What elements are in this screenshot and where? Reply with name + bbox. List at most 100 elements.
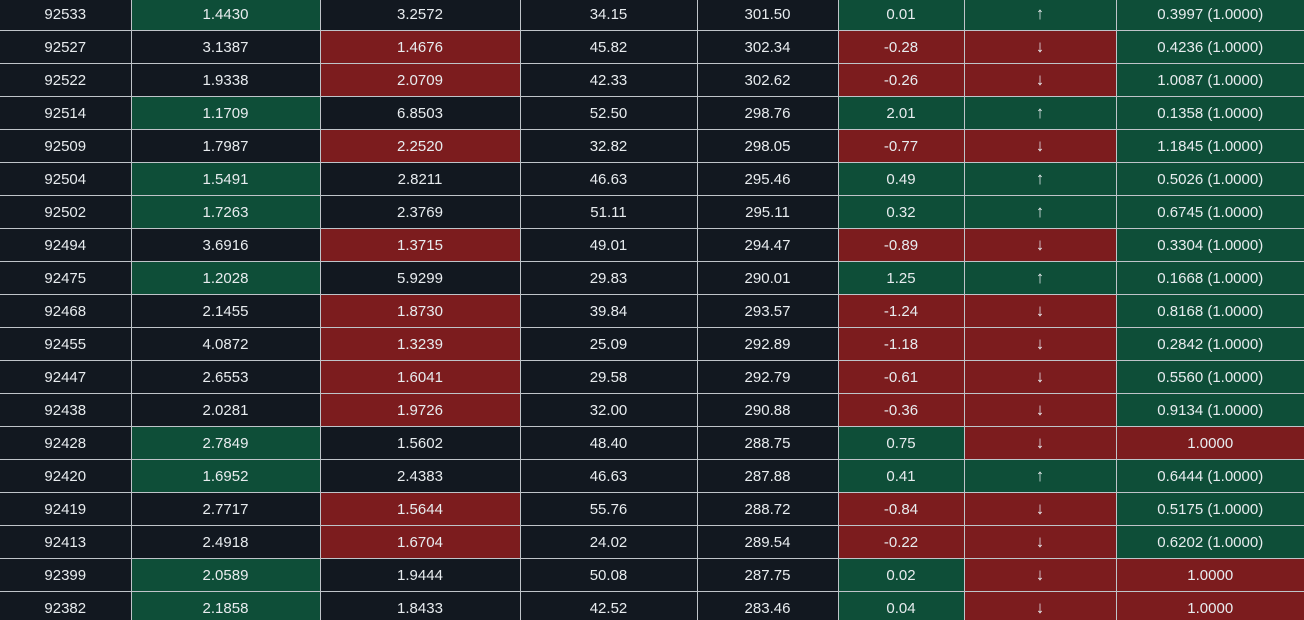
cell-value-a: 2.1858 bbox=[130, 591, 321, 620]
table-row: 92468 2.1455 1.8730 39.84 293.57 -1.24 ↓ 0.8168… bbox=[0, 294, 1304, 328]
cell-direction: ↑ bbox=[963, 195, 1117, 229]
cell-value-a: 2.7717 bbox=[130, 492, 321, 526]
cell-value-c: 32.00 bbox=[519, 393, 698, 427]
cell-direction: ↓ bbox=[963, 426, 1117, 460]
down-arrow-icon: ↓ bbox=[1035, 367, 1045, 386]
cell-ratio: 0.5560 (1.0000) bbox=[1115, 360, 1304, 394]
cell-ratio: 0.2842 (1.0000) bbox=[1115, 327, 1304, 361]
cell-value-d: 302.34 bbox=[696, 30, 839, 64]
cell-direction: ↑ bbox=[963, 162, 1117, 196]
up-arrow-icon: ↑ bbox=[1035, 268, 1045, 287]
cell-value-b: 1.9726 bbox=[319, 393, 521, 427]
cell-change: 0.01 bbox=[837, 0, 965, 31]
cell-value-d: 301.50 bbox=[696, 0, 839, 31]
cell-id: 92502 bbox=[0, 195, 132, 229]
cell-id: 92509 bbox=[0, 129, 132, 163]
cell-direction: ↓ bbox=[963, 360, 1117, 394]
table-row: 92504 1.5491 2.8211 46.63 295.46 0.49 ↑ 0.5026 … bbox=[0, 162, 1304, 196]
cell-value-d: 295.46 bbox=[696, 162, 839, 196]
cell-value-d: 293.57 bbox=[696, 294, 839, 328]
cell-value-b: 2.2520 bbox=[319, 129, 521, 163]
cell-value-c: 29.58 bbox=[519, 360, 698, 394]
cell-ratio: 0.6444 (1.0000) bbox=[1115, 459, 1304, 493]
table-row: 92502 1.7263 2.3769 51.11 295.11 0.32 ↑ 0.6745 … bbox=[0, 195, 1304, 229]
cell-value-a: 4.0872 bbox=[130, 327, 321, 361]
cell-value-d: 287.88 bbox=[696, 459, 839, 493]
cell-direction: ↓ bbox=[963, 492, 1117, 526]
cell-ratio: 1.0000 bbox=[1115, 558, 1304, 592]
cell-change: -0.89 bbox=[837, 228, 965, 262]
table-row: 92420 1.6952 2.4383 46.63 287.88 0.41 ↑ 0.6444 … bbox=[0, 459, 1304, 493]
cell-value-b: 1.9444 bbox=[319, 558, 521, 592]
cell-ratio: 1.0000 bbox=[1115, 591, 1304, 620]
cell-direction: ↑ bbox=[963, 459, 1117, 493]
cell-value-a: 1.1709 bbox=[130, 96, 321, 130]
down-arrow-icon: ↓ bbox=[1035, 433, 1045, 452]
cell-ratio: 0.5026 (1.0000) bbox=[1115, 162, 1304, 196]
cell-value-d: 288.75 bbox=[696, 426, 839, 460]
cell-value-d: 288.72 bbox=[696, 492, 839, 526]
down-arrow-icon: ↓ bbox=[1035, 598, 1045, 617]
cell-value-c: 42.52 bbox=[519, 591, 698, 620]
up-arrow-icon: ↑ bbox=[1035, 103, 1045, 122]
cell-change: 0.32 bbox=[837, 195, 965, 229]
cell-ratio: 0.3997 (1.0000) bbox=[1115, 0, 1304, 31]
cell-value-c: 39.84 bbox=[519, 294, 698, 328]
cell-ratio: 1.0000 bbox=[1115, 426, 1304, 460]
cell-change: 1.25 bbox=[837, 261, 965, 295]
cell-value-a: 2.4918 bbox=[130, 525, 321, 559]
cell-direction: ↓ bbox=[963, 294, 1117, 328]
cell-change: -0.36 bbox=[837, 393, 965, 427]
cell-direction: ↓ bbox=[963, 525, 1117, 559]
cell-id: 92455 bbox=[0, 327, 132, 361]
cell-value-d: 295.11 bbox=[696, 195, 839, 229]
cell-value-c: 45.82 bbox=[519, 30, 698, 64]
cell-value-d: 290.88 bbox=[696, 393, 839, 427]
cell-ratio: 0.4236 (1.0000) bbox=[1115, 30, 1304, 64]
cell-value-c: 49.01 bbox=[519, 228, 698, 262]
cell-direction: ↓ bbox=[963, 393, 1117, 427]
cell-value-c: 48.40 bbox=[519, 426, 698, 460]
cell-ratio: 0.3304 (1.0000) bbox=[1115, 228, 1304, 262]
cell-value-d: 292.89 bbox=[696, 327, 839, 361]
table-row: 92533 1.4430 3.2572 34.15 301.50 0.01 ↑ 0.3997 … bbox=[0, 0, 1304, 31]
cell-value-c: 29.83 bbox=[519, 261, 698, 295]
cell-change: -1.24 bbox=[837, 294, 965, 328]
cell-change: -0.84 bbox=[837, 492, 965, 526]
cell-value-c: 34.15 bbox=[519, 0, 698, 31]
cell-value-c: 46.63 bbox=[519, 459, 698, 493]
cell-value-d: 298.05 bbox=[696, 129, 839, 163]
cell-id: 92413 bbox=[0, 525, 132, 559]
cell-value-b: 1.6041 bbox=[319, 360, 521, 394]
cell-value-a: 1.5491 bbox=[130, 162, 321, 196]
cell-direction: ↑ bbox=[963, 96, 1117, 130]
cell-value-b: 5.9299 bbox=[319, 261, 521, 295]
cell-id: 92527 bbox=[0, 30, 132, 64]
cell-value-d: 298.76 bbox=[696, 96, 839, 130]
cell-value-d: 292.79 bbox=[696, 360, 839, 394]
cell-id: 92475 bbox=[0, 261, 132, 295]
cell-value-a: 2.1455 bbox=[130, 294, 321, 328]
table-row: 92475 1.2028 5.9299 29.83 290.01 1.25 ↑ 0.1668 … bbox=[0, 261, 1304, 295]
cell-change: -0.28 bbox=[837, 30, 965, 64]
cell-direction: ↓ bbox=[963, 63, 1117, 97]
table-row: 92428 2.7849 1.5602 48.40 288.75 0.75 ↓ 1.0000 bbox=[0, 426, 1304, 460]
cell-change: -0.77 bbox=[837, 129, 965, 163]
cell-value-b: 2.3769 bbox=[319, 195, 521, 229]
cell-id: 92494 bbox=[0, 228, 132, 262]
cell-value-a: 2.0589 bbox=[130, 558, 321, 592]
table-row: 92509 1.7987 2.2520 32.82 298.05 -0.77 ↓ 1.1845… bbox=[0, 129, 1304, 163]
cell-change: 2.01 bbox=[837, 96, 965, 130]
cell-ratio: 0.5175 (1.0000) bbox=[1115, 492, 1304, 526]
table-row: 92399 2.0589 1.9444 50.08 287.75 0.02 ↓ 1.0000 bbox=[0, 558, 1304, 592]
cell-direction: ↓ bbox=[963, 228, 1117, 262]
cell-direction: ↑ bbox=[963, 261, 1117, 295]
cell-id: 92428 bbox=[0, 426, 132, 460]
cell-id: 92419 bbox=[0, 492, 132, 526]
cell-value-a: 1.6952 bbox=[130, 459, 321, 493]
cell-value-c: 55.76 bbox=[519, 492, 698, 526]
cell-value-c: 51.11 bbox=[519, 195, 698, 229]
cell-direction: ↓ bbox=[963, 591, 1117, 620]
down-arrow-icon: ↓ bbox=[1035, 136, 1045, 155]
